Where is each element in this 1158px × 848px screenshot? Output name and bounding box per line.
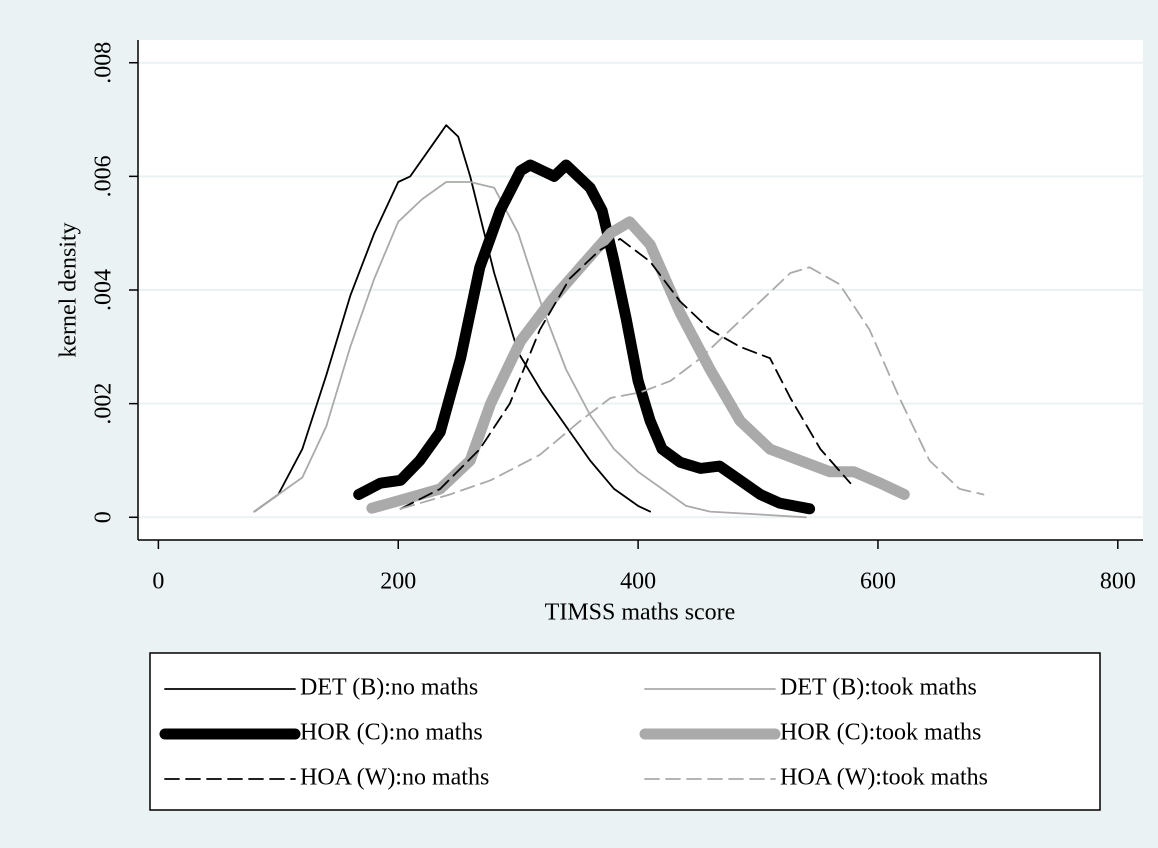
x-tick-label: 800 [1100,569,1136,595]
x-tick-label: 0 [152,569,164,595]
density-line [399,238,852,510]
x-tick-label: 600 [860,569,896,595]
density-line [253,124,651,513]
x-tick-label: 400 [620,569,656,595]
legend-label: DET (B):took maths [780,675,977,701]
y-tick-label: .008 [91,42,117,84]
legend-label: HOA (W):no maths [300,765,489,791]
x-tick-label: 200 [380,569,416,595]
density-line [399,266,985,510]
y-tick-label: .006 [91,155,117,197]
legend-label: HOR (C):took maths [780,720,981,746]
y-axis-label: kernel density [56,222,82,357]
y-tick-label: 0 [91,511,117,523]
y-tick-label: .004 [91,269,117,311]
legend-label: HOR (C):no maths [300,720,483,746]
density-line [366,216,910,514]
legend-label: DET (B):no maths [300,675,478,701]
legend-label: HOA (W):took maths [780,765,988,791]
density-line [253,181,807,519]
x-axis-label: TIMSS maths score [545,600,736,626]
density-line [353,159,816,515]
y-tick-label: .002 [91,383,117,425]
legend-box [149,652,1101,811]
